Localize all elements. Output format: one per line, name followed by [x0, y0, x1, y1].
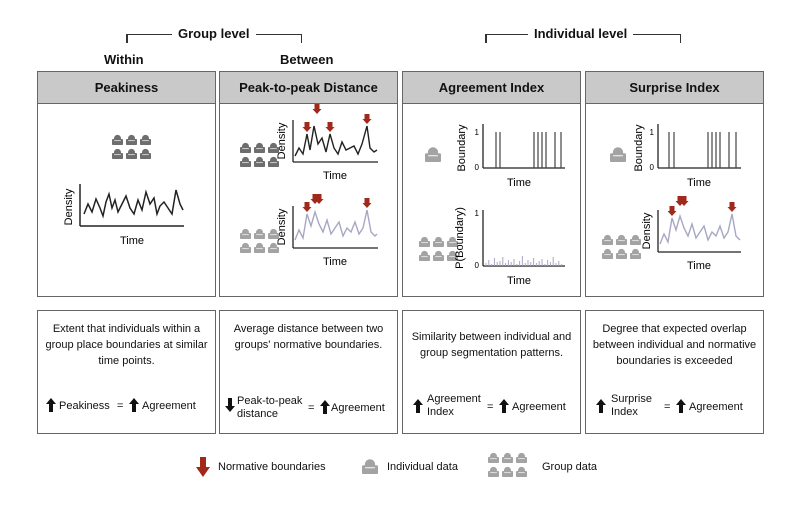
individual-icon	[610, 147, 626, 162]
within-label: Within	[104, 52, 144, 67]
x-axis-label: Time	[687, 260, 711, 272]
description-text: Average distance between two groups' nor…	[233, 323, 384, 351]
formula-left-line1: Agreement	[427, 393, 481, 405]
panel-title: Surprise Index	[586, 72, 763, 104]
legend-individual-label: Individual data	[387, 461, 458, 473]
peakiness-description: Extent that individuals within a group p…	[37, 310, 216, 434]
formula-right: Agreement	[331, 402, 385, 414]
svg-text:0: 0	[475, 163, 480, 172]
formula-equals: =	[117, 400, 124, 412]
formula-left: Peakiness	[59, 400, 110, 412]
x-axis-label: Time	[507, 177, 531, 189]
density-curve	[83, 189, 184, 219]
formula-left-line2: distance	[237, 408, 278, 420]
group-icon	[240, 142, 279, 167]
y-axis-label: Density	[276, 122, 288, 159]
arrow-up-icon	[46, 398, 56, 412]
svg-text:0: 0	[475, 261, 480, 270]
y-axis-label: Boundary	[633, 124, 645, 172]
individual-boundaries	[668, 132, 737, 168]
svg-text:1: 1	[475, 128, 480, 137]
panel-title: Peak-to-peak Distance	[220, 72, 397, 104]
group-level-label: Group level	[172, 26, 256, 41]
individual-level-label: Individual level	[528, 26, 634, 41]
peak-to-peak-panel: Peak-to-peak Distance Density Time Densi…	[219, 71, 398, 297]
formula-equals: =	[664, 401, 671, 413]
normative-boundary-icon	[196, 457, 210, 477]
normative-boundary-arrows	[667, 196, 737, 216]
surprise-index-description: Degree that expected overlap between ind…	[585, 310, 764, 434]
arrow-up-icon	[129, 398, 139, 412]
agreement-index-description: Similarity between individual and group …	[402, 310, 581, 434]
formula-left-line1: Peak-to-peak	[237, 395, 303, 407]
agreement-index-panel: Agreement Index 1 0 Boundary Time 1 0 P(…	[402, 71, 581, 297]
formula-right: Agreement	[512, 401, 566, 413]
formula-right: Agreement	[689, 401, 743, 413]
density-curve	[294, 209, 378, 241]
arrow-up-icon	[596, 399, 606, 413]
svg-text:1: 1	[650, 128, 655, 137]
x-axis-label: Time	[687, 177, 711, 189]
x-axis-label: Time	[323, 256, 347, 268]
legend-normative-label: Normative boundaries	[218, 461, 326, 473]
group-icon	[240, 228, 279, 253]
y-axis-label: P(Boundary)	[454, 207, 466, 269]
svg-text:1: 1	[475, 209, 480, 218]
formula-left-line1: Surprise	[611, 393, 652, 405]
normative-boundary-arrows	[302, 104, 372, 132]
density-curve	[294, 125, 378, 157]
legend-group-label: Group data	[542, 461, 598, 473]
arrow-up-icon	[413, 399, 423, 413]
density-curve	[659, 213, 741, 245]
group-data-icon	[488, 452, 527, 477]
peak-to-peak-graphic: Density Time Density Time	[240, 104, 378, 268]
surprise-index-panel: Surprise Index 1 0 Boundary Time Density…	[585, 71, 764, 297]
boundary-probability-bars	[485, 256, 563, 266]
description-text: Degree that expected overlap between ind…	[592, 323, 757, 367]
agreement-index-graphic: 1 0 Boundary Time 1 0 P(Boundary) Time	[419, 124, 565, 287]
arrow-down-icon	[225, 398, 235, 412]
y-axis-label: Density	[63, 188, 75, 225]
individual-boundaries	[495, 132, 562, 168]
description-text: Similarity between individual and group …	[411, 331, 572, 359]
panel-title: Agreement Index	[403, 72, 580, 104]
y-axis-label: Boundary	[456, 124, 468, 172]
description-text: Extent that individuals within a group p…	[45, 323, 208, 367]
formula-equals: =	[487, 401, 494, 413]
peakiness-graphic: Density Time	[63, 134, 184, 247]
peak-to-peak-description: Average distance between two groups' nor…	[219, 310, 398, 434]
surprise-index-graphic: 1 0 Boundary Time Density Time	[602, 124, 741, 272]
group-icon	[419, 236, 458, 261]
formula-left-line2: Index	[611, 406, 638, 418]
between-label: Between	[280, 52, 334, 67]
formula-left-line2: Index	[427, 406, 454, 418]
arrow-up-icon	[676, 399, 686, 413]
svg-text:0: 0	[650, 163, 655, 172]
y-axis-label: Density	[641, 212, 653, 249]
formula-right: Agreement	[142, 400, 196, 412]
y-axis-label: Density	[276, 208, 288, 245]
panel-title: Peakiness	[38, 72, 215, 104]
x-axis-label: Time	[120, 235, 144, 247]
formula-equals: =	[308, 402, 315, 414]
x-axis-label: Time	[507, 275, 531, 287]
peakiness-panel: Peakiness Density Time	[37, 71, 216, 297]
normative-boundary-arrows	[302, 194, 372, 212]
x-axis-label: Time	[323, 170, 347, 182]
individual-icon	[425, 147, 441, 162]
arrow-up-icon	[320, 400, 330, 414]
group-icon	[112, 134, 151, 159]
individual-data-icon	[362, 459, 378, 474]
arrow-up-icon	[499, 399, 509, 413]
group-icon	[602, 234, 641, 259]
